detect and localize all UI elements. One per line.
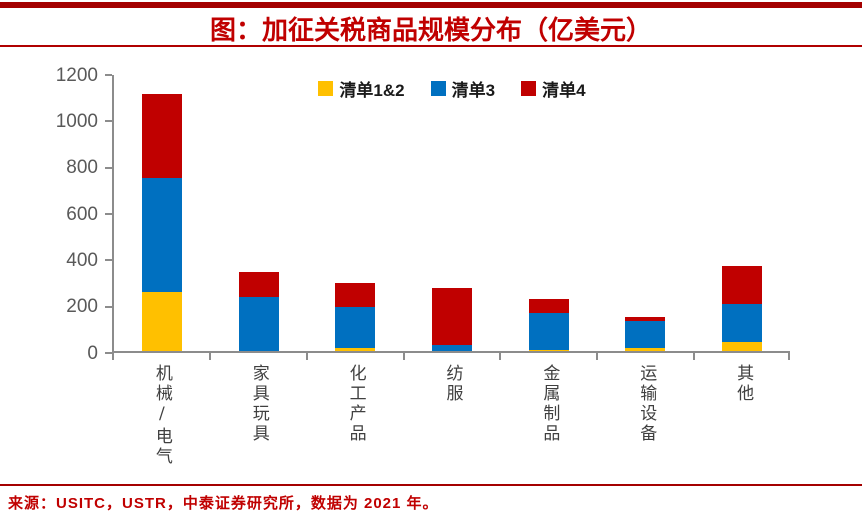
bar-stack [142,93,183,351]
bar-segment [335,282,376,307]
x-axis-category-label: 家具玩具 [248,364,269,444]
bar-slot [114,75,211,351]
bar-segment [142,178,183,292]
y-tick-label: 1000 [55,110,98,132]
x-label-slot: 机械/电气 [113,364,210,467]
bar-segment [238,271,279,298]
bar-slot [500,75,597,351]
bar-slot [307,75,404,351]
bar-segment [528,349,569,351]
x-label-slot: 化工产品 [307,364,404,467]
y-tick-mark [105,213,112,215]
title-underline [0,45,862,47]
x-tick-mark [788,353,790,360]
x-axis-category-label: 金属制品 [539,364,560,444]
x-tick-mark [693,353,695,360]
y-tick-mark [105,305,112,308]
legend-item: 清单4 [521,76,586,101]
y-tick-label: 600 [66,203,98,225]
chart-region: 0 200 400 600 800 1000 1200 清单1&2 清单3 清单4 机械/电气 家… [0,60,862,480]
y-tick-mark [105,166,112,169]
bar-segment [528,299,569,313]
bar-segment [625,347,666,351]
chart-title: 图：加征关税商品规模分布（亿美元） [209,16,652,46]
source-note: 来源：USITC，USTR，中泰证券研究所，数据为 2021 年。 [8,495,439,512]
plot-area: 清单1&2 清单3 清单4 [112,75,790,353]
x-label-slot: 金属制品 [500,364,597,467]
legend-swatch-icon [318,81,334,96]
bar-segment [142,93,183,179]
bar-segment [721,265,762,304]
y-tick-mark [105,259,112,262]
x-tick-mark [499,353,501,360]
bar-segment [335,347,376,351]
bar-stack [528,299,569,351]
y-tick-label: 800 [66,157,98,179]
x-axis-category-label: 化工产品 [345,364,366,444]
y-tick-mark [105,120,112,123]
x-label-slot: 其他 [694,364,791,467]
bar-segment [432,287,473,345]
x-tick-mark [112,353,114,360]
bar-slot [693,75,790,351]
legend-swatch-icon [521,81,537,96]
legend-label: 清单4 [542,81,586,100]
x-axis-category-label: 机械/电气 [151,364,172,467]
x-label-slot: 纺服 [404,364,501,467]
bars-row [114,75,790,351]
x-tick-mark [403,353,405,360]
legend-swatch-icon [430,81,446,96]
x-axis-ticks [112,353,790,360]
x-label-slot: 运输设备 [597,364,694,467]
y-tick-mark [105,74,112,76]
bar-segment [528,312,569,350]
bar-slot [597,75,694,351]
x-tick-mark [209,353,211,360]
top-border-band [0,2,862,8]
bar-segment [432,344,473,351]
legend-item: 清单3 [430,76,496,101]
bar-segment [142,291,183,351]
bar-segment [238,297,279,351]
bar-stack [721,265,762,351]
bar-segment [335,307,376,348]
y-tick-label: 400 [66,249,98,271]
bar-stack [238,271,279,351]
x-axis-category-label: 其他 [733,364,754,404]
footer-divider [0,484,862,486]
y-tick-mark [105,352,112,354]
legend: 清单1&2 清单3 清单4 [114,76,790,101]
bar-stack [335,282,376,351]
y-tick-label: 200 [66,296,98,318]
y-tick-label: 0 [87,342,98,364]
x-axis-category-label: 运输设备 [636,364,657,444]
x-label-slot: 家具玩具 [210,364,307,467]
legend-label: 清单3 [451,81,496,100]
x-axis-category-label: 纺服 [442,364,463,404]
bar-slot [404,75,501,351]
bar-segment [721,303,762,343]
bar-segment [721,342,762,351]
bar-stack [625,317,666,351]
bar-slot [211,75,308,351]
x-tick-mark [306,353,308,360]
bar-segment [625,320,666,348]
y-axis: 0 200 400 600 800 1000 1200 [0,60,112,363]
bar-stack [432,287,473,351]
legend-label: 清单1&2 [339,81,405,100]
y-tick-label: 1200 [55,64,98,86]
x-axis-labels: 机械/电气 家具玩具 化工产品 纺服 金属制品 运输设备 其他 [113,364,791,467]
bar-segment [625,317,666,321]
x-tick-mark [596,353,598,360]
legend-item: 清单1&2 [318,76,405,101]
